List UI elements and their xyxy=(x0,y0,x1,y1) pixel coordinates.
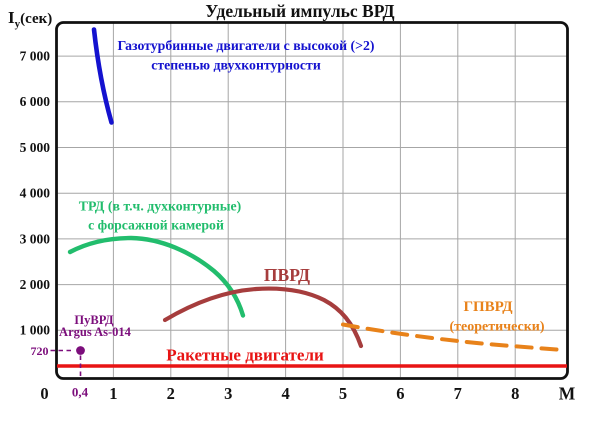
chart-title: Удельный импульс ВРД xyxy=(205,1,394,21)
y-tick: 5 000 xyxy=(20,140,51,155)
x-tick: 1 xyxy=(109,384,117,403)
y-tick: 4 000 xyxy=(20,186,51,201)
plot-border xyxy=(55,21,569,380)
x-tick: 4 xyxy=(281,384,289,403)
x-tick: 0 xyxy=(40,384,48,403)
gpvrd-scramjet-dashed-curve xyxy=(341,322,568,353)
puvrd-label-line1: ПуВРД xyxy=(74,313,114,327)
y-axis-label-unit: (сек) xyxy=(20,11,52,27)
y-axis-label-subscript: y xyxy=(15,18,21,30)
trd-afterburner-curve xyxy=(67,235,246,318)
x-tick: 2 xyxy=(167,384,175,403)
puvrd-label-line2: Argus As-014 xyxy=(59,325,132,339)
y-tick: 2 000 xyxy=(20,277,51,292)
x-tick: 5 xyxy=(339,384,347,403)
y-tick: 1 000 xyxy=(20,323,51,338)
gas-turbine-curve xyxy=(91,27,114,125)
y-tick-720: 720 xyxy=(31,344,49,358)
x-tick: 8 xyxy=(511,384,519,403)
x-tick: 7 xyxy=(454,384,462,403)
trd-label-line2: с форсажной камерой xyxy=(88,218,224,233)
x-tick: 3 xyxy=(224,384,232,403)
y-axis-label: Iy(сек) xyxy=(8,8,52,30)
y-tick: 6 000 xyxy=(20,94,51,109)
x-axis-label: M xyxy=(559,384,576,404)
gpvrd-label-line1: ГПВРД xyxy=(463,299,513,315)
pvrd-label: ПВРД xyxy=(264,265,310,285)
x-tick-0-4: 0,4 xyxy=(72,385,89,400)
pvrd-ramjet-curve xyxy=(162,286,364,349)
y-axis-label-symbol: I xyxy=(8,8,15,27)
puvrd-data-point xyxy=(76,346,85,355)
rockets-label: Ракетные двигатели xyxy=(166,346,324,365)
x-tick-labels: 0 1 2 3 4 5 6 7 8 0,4 M xyxy=(40,384,575,404)
x-tick: 6 xyxy=(396,384,404,403)
gas-turbine-label-line2: степенью двухконтурности xyxy=(151,58,321,73)
gridlines xyxy=(57,23,567,377)
y-tick: 3 000 xyxy=(20,231,51,246)
gpvrd-label-line2: (теоретически) xyxy=(450,320,545,335)
gas-turbine-label-line1: Газотурбинные двигатели с высокой (>2) xyxy=(118,38,375,54)
puvrd-point-group xyxy=(50,346,85,377)
y-tick-labels: 7 000 6 000 5 000 4 000 3 000 2 000 1 00… xyxy=(20,49,51,359)
y-tick: 7 000 xyxy=(20,49,51,64)
series-labels: Газотурбинные двигатели с высокой (>2) с… xyxy=(59,38,545,365)
trd-label-line1: ТРД (в т.ч. духконтурные) xyxy=(79,199,241,215)
